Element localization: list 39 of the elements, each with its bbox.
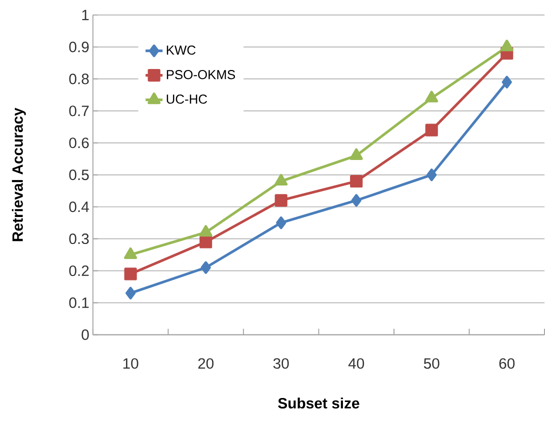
y-tick-label: 0.1	[69, 298, 89, 308]
legend-label: PSO-OKMS	[166, 70, 235, 80]
y-tick-label: 0.6	[69, 138, 89, 148]
point	[200, 236, 212, 248]
point	[274, 174, 288, 186]
point	[350, 175, 363, 188]
point	[124, 248, 138, 260]
y-tick-label: 0.8	[69, 74, 89, 84]
point	[350, 148, 363, 160]
point	[425, 124, 438, 137]
point	[124, 268, 137, 280]
x-tick-label: 20	[198, 358, 214, 369]
point	[426, 168, 437, 182]
x-tick-label: 10	[123, 358, 138, 369]
point	[500, 40, 514, 52]
x-tick-label: 60	[499, 358, 515, 369]
y-tick-label: 0.9	[69, 42, 89, 52]
point	[199, 225, 212, 237]
x-axis-title: Subset size	[278, 398, 360, 409]
y-tick-label: 1	[82, 10, 89, 20]
point	[425, 91, 438, 103]
point	[276, 216, 286, 230]
point	[502, 76, 512, 89]
y-tick-label: 0	[82, 330, 89, 340]
y-tick-label: 0.3	[69, 234, 89, 244]
point	[126, 287, 136, 300]
x-tick-label: 40	[348, 358, 364, 369]
y-tick-label: 0.4	[69, 202, 89, 212]
point	[274, 194, 288, 207]
x-tick-label: 50	[424, 358, 440, 369]
y-tick-label: 0.2	[69, 266, 89, 276]
y-tick-label: 0.7	[69, 106, 89, 116]
legend-label: UC-HC	[166, 94, 208, 104]
point	[351, 194, 362, 207]
x-tick-label: 30	[273, 358, 289, 369]
point	[200, 261, 211, 274]
legend-label: KWC	[166, 46, 196, 55]
y-axis-title: Retrieval Accuracy	[12, 108, 26, 242]
y-tick-label: 0.5	[69, 170, 89, 180]
